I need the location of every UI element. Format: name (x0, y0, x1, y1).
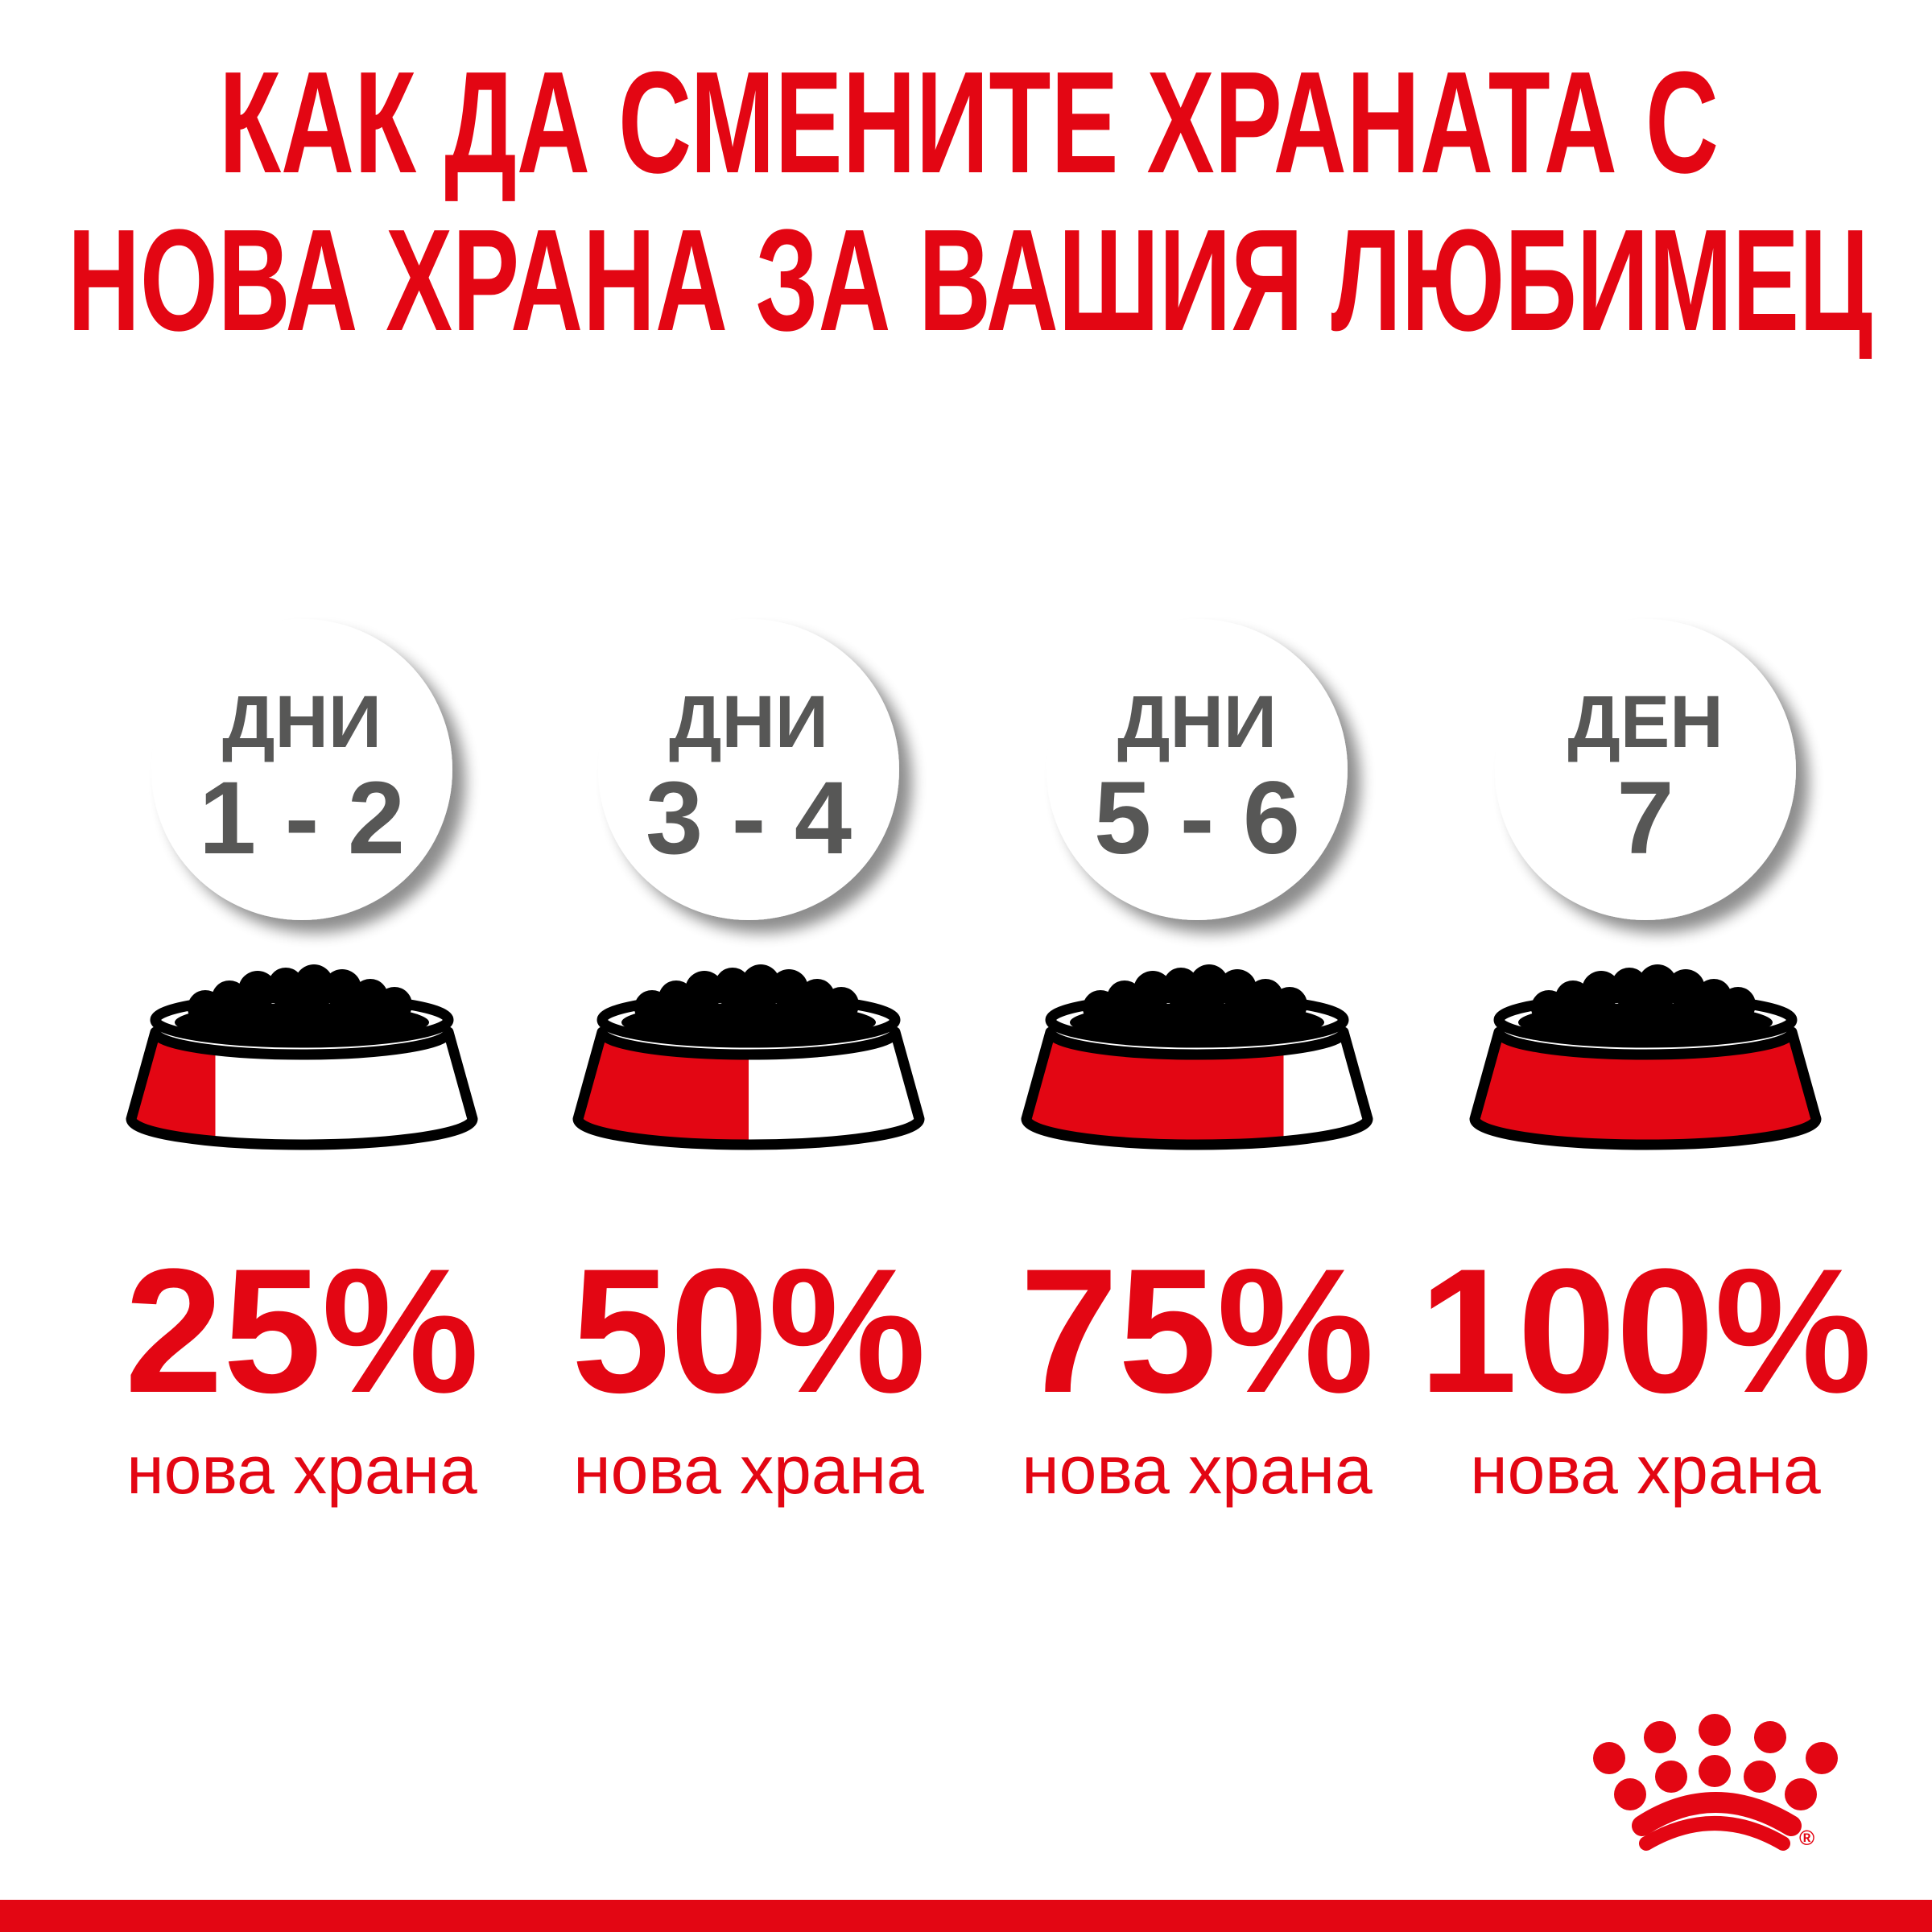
percent-value: 100% (1419, 1232, 1872, 1430)
percent-value: 50% (572, 1232, 926, 1430)
percent-caption: нова храна (1022, 1432, 1373, 1508)
percent-caption: нова храна (573, 1432, 924, 1508)
food-bowl-icon (1469, 964, 1822, 1150)
percent-caption: нова храна (126, 1432, 477, 1508)
bottom-brand-bar (0, 1900, 1932, 1932)
day-circle (598, 619, 899, 920)
title-line-1: КАК ДА СМЕНИТЕ ХРАНАТА С (219, 42, 1719, 204)
kibble (634, 964, 859, 1034)
day-label: ДНИ (1117, 681, 1277, 763)
day-label: ДНИ (669, 681, 828, 763)
registered-mark: ® (1799, 1826, 1814, 1850)
day-range: 3 - 4 (646, 761, 852, 876)
crown-logo: ® (1593, 1714, 1838, 1851)
day-range: 5 - 6 (1094, 761, 1300, 876)
food-bowl-icon (572, 964, 925, 1150)
day-circle (1495, 619, 1796, 920)
title-line-2: НОВА ХРАНА ЗА ВАШИЯ ЛЮБИМЕЦ (68, 200, 1872, 361)
percent-value: 25% (125, 1232, 479, 1430)
percent-value: 75% (1020, 1232, 1374, 1430)
day-range: 1 - 2 (199, 761, 405, 876)
day-circle (1046, 619, 1348, 920)
food-bowl-icon (1021, 964, 1373, 1150)
food-bowl-icon (126, 964, 478, 1150)
day-range: 7 (1616, 761, 1674, 876)
day-circle (151, 619, 452, 920)
day-label: ДНИ (222, 681, 382, 763)
kibble (1083, 964, 1307, 1034)
percent-caption: нова храна (1470, 1432, 1821, 1508)
kibble (188, 964, 412, 1034)
kibble (1531, 964, 1756, 1034)
day-label: ДЕН (1567, 681, 1723, 763)
